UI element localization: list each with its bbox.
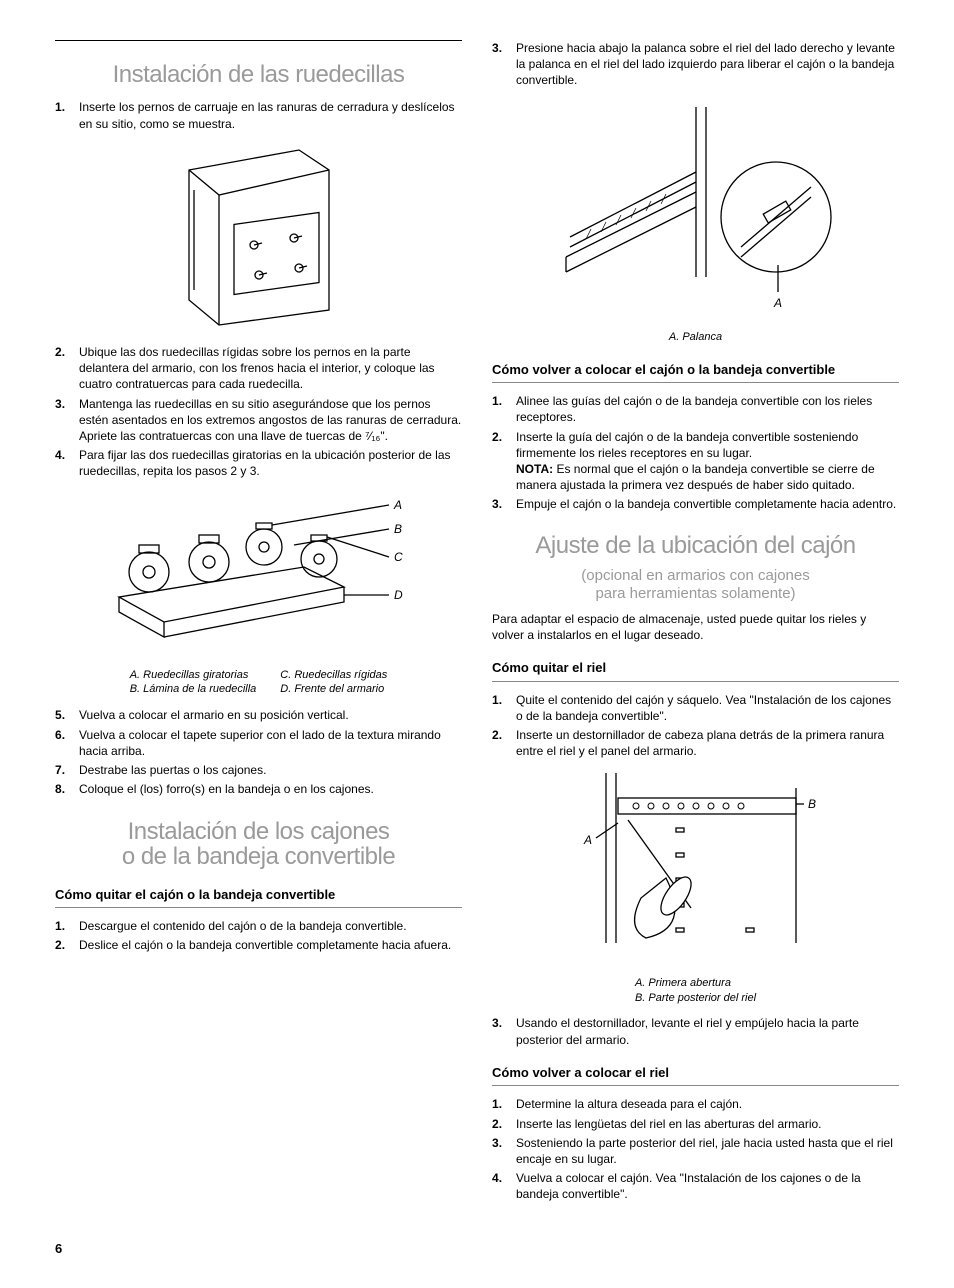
svg-text:B: B — [394, 522, 402, 536]
casters-steps-2: Ubique las dos ruedecillas rígidas sobre… — [55, 344, 462, 480]
replace-rail-steps: Determine la altura deseada para el cajó… — [492, 1096, 899, 1202]
svg-text:A: A — [393, 498, 402, 512]
casters-steps-3: Vuelva a colocar el armario en su posici… — [55, 707, 462, 797]
replace-drawer-steps: Alinee las guías del cajón o de la bande… — [492, 393, 899, 512]
step-item: Vuelva a colocar el armario en su posici… — [55, 707, 462, 723]
adjust-intro: Para adaptar el espacio de almacenaje, u… — [492, 611, 899, 643]
step-item: Ubique las dos ruedecillas rígidas sobre… — [55, 344, 462, 393]
remove-drawer-steps: Descargue el contenido del cajón o de la… — [55, 918, 462, 953]
casters-steps-1: Inserte los pernos de carruaje en las ra… — [55, 99, 462, 131]
release-drawer-step: Presione hacia abajo la palanca sobre el… — [492, 40, 899, 89]
legend-item: A. Ruedecillas giratorias — [130, 668, 257, 683]
legend-item: A. Primera abertura — [635, 976, 756, 991]
legend-item: B. Parte posterior del riel — [635, 991, 756, 1006]
svg-text:A: A — [583, 833, 592, 847]
svg-text:B: B — [808, 797, 816, 811]
legend-item: D. Frente del armario — [280, 682, 387, 697]
section-subtitle-adjust: (opcional en armarios con cajones para h… — [492, 567, 899, 603]
subhead-remove-drawer: Cómo quitar el cajón o la bandeja conver… — [55, 886, 462, 909]
step-item: Presione hacia abajo la palanca sobre el… — [492, 40, 899, 89]
step-item: Inserte las lengüetas del riel en las ab… — [492, 1116, 899, 1132]
step-item: Usando el destornillador, levante el rie… — [492, 1015, 899, 1047]
left-column: Instalación de las ruedecillas Inserte l… — [55, 40, 462, 1210]
step-item: Vuelva a colocar el cajón. Vea "Instalac… — [492, 1170, 899, 1202]
title-line: Instalación de los cajones — [128, 818, 390, 845]
subhead-remove-rail: Cómo quitar el riel — [492, 659, 899, 682]
figure-legend: A. Ruedecillas giratorias B. Lámina de l… — [55, 668, 462, 698]
subtitle-line: (opcional en armarios con cajones — [581, 567, 809, 584]
note-label: NOTA: — [516, 462, 553, 476]
step-item: Quite el contenido del cajón y sáquelo. … — [492, 692, 899, 724]
step-item: Coloque el (los) forro(s) en la bandeja … — [55, 781, 462, 797]
remove-rail-steps-b: Usando el destornillador, levante el rie… — [492, 1015, 899, 1047]
right-column: Presione hacia abajo la palanca sobre el… — [492, 40, 899, 1210]
section-title-casters: Instalación de las ruedecillas — [55, 59, 462, 91]
figure-screwdriver-rail: A B A. Primera abertura B. Parte posteri… — [492, 768, 899, 1006]
step-item: Deslice el cajón o la bandeja convertibl… — [55, 937, 462, 953]
step-item: Inserte la guía del cajón o de la bandej… — [492, 429, 899, 494]
step-item: Empuje el cajón o la bandeja convertible… — [492, 496, 899, 512]
section-title-drawers: Instalación de los cajones o de la bande… — [55, 819, 462, 869]
step-item: Mantenga las ruedecillas en su sitio ase… — [55, 396, 462, 445]
step-item: Descargue el contenido del cajón o de la… — [55, 918, 462, 934]
step-item: Inserte un destornillador de cabeza plan… — [492, 727, 899, 759]
figure-caption: A. Palanca — [492, 330, 899, 345]
svg-text:D: D — [394, 588, 403, 602]
note-text: Es normal que el cajón o la bandeja conv… — [516, 462, 875, 492]
step-item: Vuelva a colocar el tapete superior con … — [55, 727, 462, 759]
step-text: Inserte la guía del cajón o de la bandej… — [516, 430, 858, 460]
figure-cabinet-bottom — [55, 140, 462, 334]
svg-text:C: C — [394, 550, 403, 564]
subhead-replace-rail: Cómo volver a colocar el riel — [492, 1064, 899, 1087]
step-item: Para fijar las dos ruedecillas giratoria… — [55, 447, 462, 479]
figure-rail-lever: A A. Palanca — [492, 97, 899, 345]
step-item: Inserte los pernos de carruaje en las ra… — [55, 99, 462, 131]
step-item: Destrabe las puertas o los cajones. — [55, 762, 462, 778]
title-line: o de la bandeja convertible — [122, 843, 395, 870]
legend-item: B. Lámina de la ruedecilla — [130, 682, 257, 697]
figure-casters-labeled: A B C D A. Ruedecillas giratorias B. Lám… — [55, 487, 462, 697]
page-number: 6 — [55, 1240, 899, 1258]
subhead-replace-drawer: Cómo volver a colocar el cajón o la band… — [492, 361, 899, 384]
legend-item: C. Ruedecillas rígidas — [280, 668, 387, 683]
step-item: Sosteniendo la parte posterior del riel,… — [492, 1135, 899, 1167]
svg-text:A: A — [773, 296, 782, 310]
remove-rail-steps-a: Quite el contenido del cajón y sáquelo. … — [492, 692, 899, 760]
subtitle-line: para herramientas solamente) — [595, 585, 795, 602]
step-item: Alinee las guías del cajón o de la bande… — [492, 393, 899, 425]
step-item: Determine la altura deseada para el cajó… — [492, 1096, 899, 1112]
section-title-adjust: Ajuste de la ubicación del cajón — [492, 530, 899, 562]
figure-legend: A. Primera abertura B. Parte posterior d… — [635, 976, 756, 1006]
